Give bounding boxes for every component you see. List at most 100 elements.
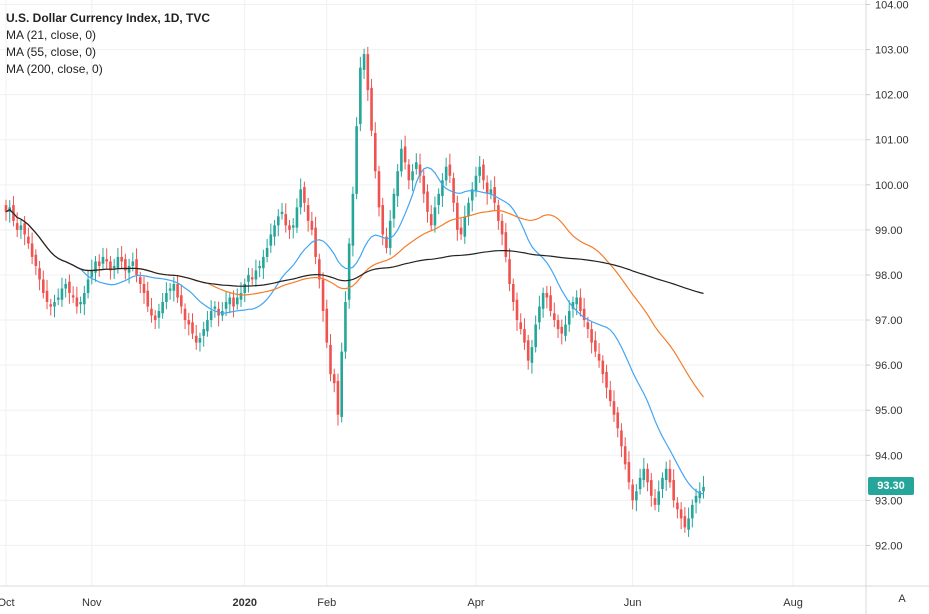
legend-ma21[interactable]: MA (21, close, 0)	[6, 28, 97, 42]
candle-body	[355, 126, 358, 194]
candle-body	[556, 320, 560, 330]
candle-body	[545, 293, 549, 298]
candle-body	[318, 259, 321, 280]
candle-body	[273, 225, 276, 237]
candle-body	[385, 236, 388, 248]
price-axis[interactable]: 104.00 103.00 102.00 101.00 100.00 99.00 98.00…	[866, 0, 909, 552]
candle-body	[635, 491, 638, 501]
candle-body	[53, 302, 56, 307]
candle-body	[627, 462, 631, 483]
candle-body	[299, 189, 302, 208]
candle-body	[493, 187, 496, 203]
candle-body	[276, 216, 280, 226]
candle-body	[373, 132, 377, 172]
candle-body	[295, 207, 299, 228]
candle-body	[415, 162, 418, 170]
candle-body	[131, 261, 135, 266]
candle-body	[515, 299, 519, 321]
candle-body	[485, 182, 489, 194]
y-tick-label: 103.00	[875, 45, 909, 57]
candle-body	[694, 495, 698, 503]
candle-body	[109, 261, 112, 271]
candle-body	[247, 274, 250, 282]
candle-body	[288, 225, 291, 230]
candle-body	[172, 283, 176, 291]
candle-body	[124, 259, 127, 271]
y-tick-label: 99.00	[875, 225, 903, 237]
candle-body	[441, 180, 444, 197]
candle-body	[571, 302, 575, 309]
candle-body	[176, 283, 179, 298]
candle-body	[56, 297, 60, 300]
candle-body	[239, 293, 243, 300]
candle-body	[45, 290, 49, 303]
candle-body	[310, 220, 314, 230]
x-tick-label: Aug	[783, 597, 803, 609]
candle-body	[672, 480, 675, 501]
candle-body	[381, 205, 385, 235]
candle-body	[642, 468, 646, 481]
candle-body	[209, 311, 213, 321]
candle-body	[649, 480, 653, 496]
candle-body	[444, 166, 448, 181]
candle-body	[280, 211, 284, 215]
time-axis[interactable]: Oct Nov 2020 Feb Apr Jun Aug	[0, 597, 803, 609]
auto-scale-button[interactable]: A	[898, 593, 906, 605]
x-tick-label: Feb	[317, 597, 336, 609]
y-tick-label: 95.00	[875, 405, 903, 417]
candle-body	[142, 283, 146, 293]
candle-body	[567, 311, 571, 325]
candle-body	[463, 216, 467, 237]
candle-body	[161, 302, 164, 314]
candle-body	[508, 259, 511, 284]
candle-body	[523, 329, 526, 343]
candle-body	[180, 295, 183, 307]
candle-body	[553, 313, 556, 321]
candle-body	[661, 477, 664, 490]
candle-body	[112, 265, 116, 269]
candle-body	[306, 205, 310, 221]
candle-body	[519, 322, 523, 330]
y-tick-label: 98.00	[875, 270, 903, 282]
candle-body	[541, 293, 545, 309]
legend-ma200[interactable]: MA (200, close, 0)	[6, 62, 103, 76]
candle-body	[4, 205, 8, 212]
candle-body	[30, 243, 34, 257]
candle-body	[470, 189, 474, 201]
candle-body	[83, 293, 86, 305]
candle-body	[646, 468, 649, 483]
y-tick-label: 101.00	[875, 135, 909, 147]
candle-body	[325, 308, 329, 343]
candle-body	[19, 225, 23, 230]
ma21-line	[5, 166, 704, 495]
candle-body	[183, 308, 187, 321]
candle-body	[426, 191, 429, 212]
candle-body	[664, 468, 668, 481]
candle-body	[284, 214, 288, 226]
x-tick-label: Nov	[82, 597, 102, 609]
x-tick-label: Apr	[467, 597, 484, 609]
ma200-line	[5, 208, 704, 295]
y-tick-label: 97.00	[875, 315, 903, 327]
candle-body	[653, 498, 657, 505]
candle-body	[377, 171, 381, 208]
candle-body	[168, 288, 172, 291]
candle-body	[448, 164, 452, 176]
candle-body	[418, 164, 422, 176]
ma55-line	[5, 208, 704, 398]
candle-body	[64, 283, 67, 289]
candle-body	[150, 308, 153, 316]
candle-body	[303, 187, 306, 203]
candle-body	[116, 256, 120, 269]
last-price-tag: 93.30	[868, 477, 914, 495]
legend-ma55[interactable]: MA (55, close, 0)	[6, 45, 97, 59]
candle-body	[97, 261, 101, 266]
candle-body	[213, 306, 217, 309]
candle-body	[631, 484, 634, 501]
candle-body	[478, 166, 482, 176]
candle-body	[250, 277, 254, 280]
candle-body	[269, 234, 273, 246]
candlestick-series	[4, 46, 705, 537]
candle-body	[620, 430, 623, 447]
